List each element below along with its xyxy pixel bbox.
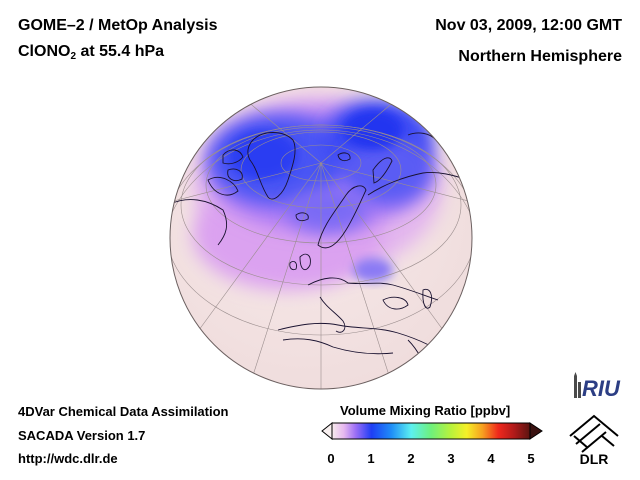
- colorbar-tick: 3: [447, 451, 455, 466]
- colorbar-tick: 0: [327, 451, 335, 466]
- globe-outline: [169, 86, 473, 390]
- colorbar-tick: 2: [407, 451, 415, 466]
- footer-assimilation: 4DVar Chemical Data Assimilation: [18, 404, 229, 419]
- riu-logo: RIU: [574, 372, 621, 401]
- species-level-title: ClONO2 at 55.4 hPa: [18, 43, 164, 62]
- colorbar-under-arrow: [321, 421, 333, 441]
- pressure-level: at 55.4 hPa: [76, 43, 165, 60]
- dlr-text: DLR: [580, 451, 609, 467]
- dlr-emblem-icon: [569, 414, 619, 453]
- hemisphere-label: Northern Hemisphere: [458, 48, 622, 65]
- colorbar-tick: 1: [367, 451, 375, 466]
- dlr-logo: DLR: [569, 414, 619, 467]
- graticule: [170, 87, 472, 389]
- species-subscript: 2: [70, 51, 77, 62]
- date-time: Nov 03, 2009, 12:00 GMT: [435, 17, 622, 34]
- colorbar-tick: 5: [527, 451, 535, 466]
- colorbar-over-arrow: [529, 422, 543, 440]
- footer-version: SACADA Version 1.7: [18, 428, 146, 443]
- colorbar-title: Volume Mixing Ratio [ppbv]: [340, 403, 511, 418]
- globe-map: [169, 86, 473, 390]
- colorbar-tick: 4: [487, 451, 495, 466]
- map-title: GOME–2 / MetOp Analysis: [18, 17, 218, 34]
- colorbar: [321, 421, 543, 441]
- footer-url[interactable]: http://wdc.dlr.de: [18, 451, 118, 466]
- riu-text: RIU: [582, 376, 621, 401]
- vmr-field: [170, 87, 472, 389]
- colorbar-gradient: [331, 422, 531, 440]
- species-name: ClONO: [18, 43, 71, 60]
